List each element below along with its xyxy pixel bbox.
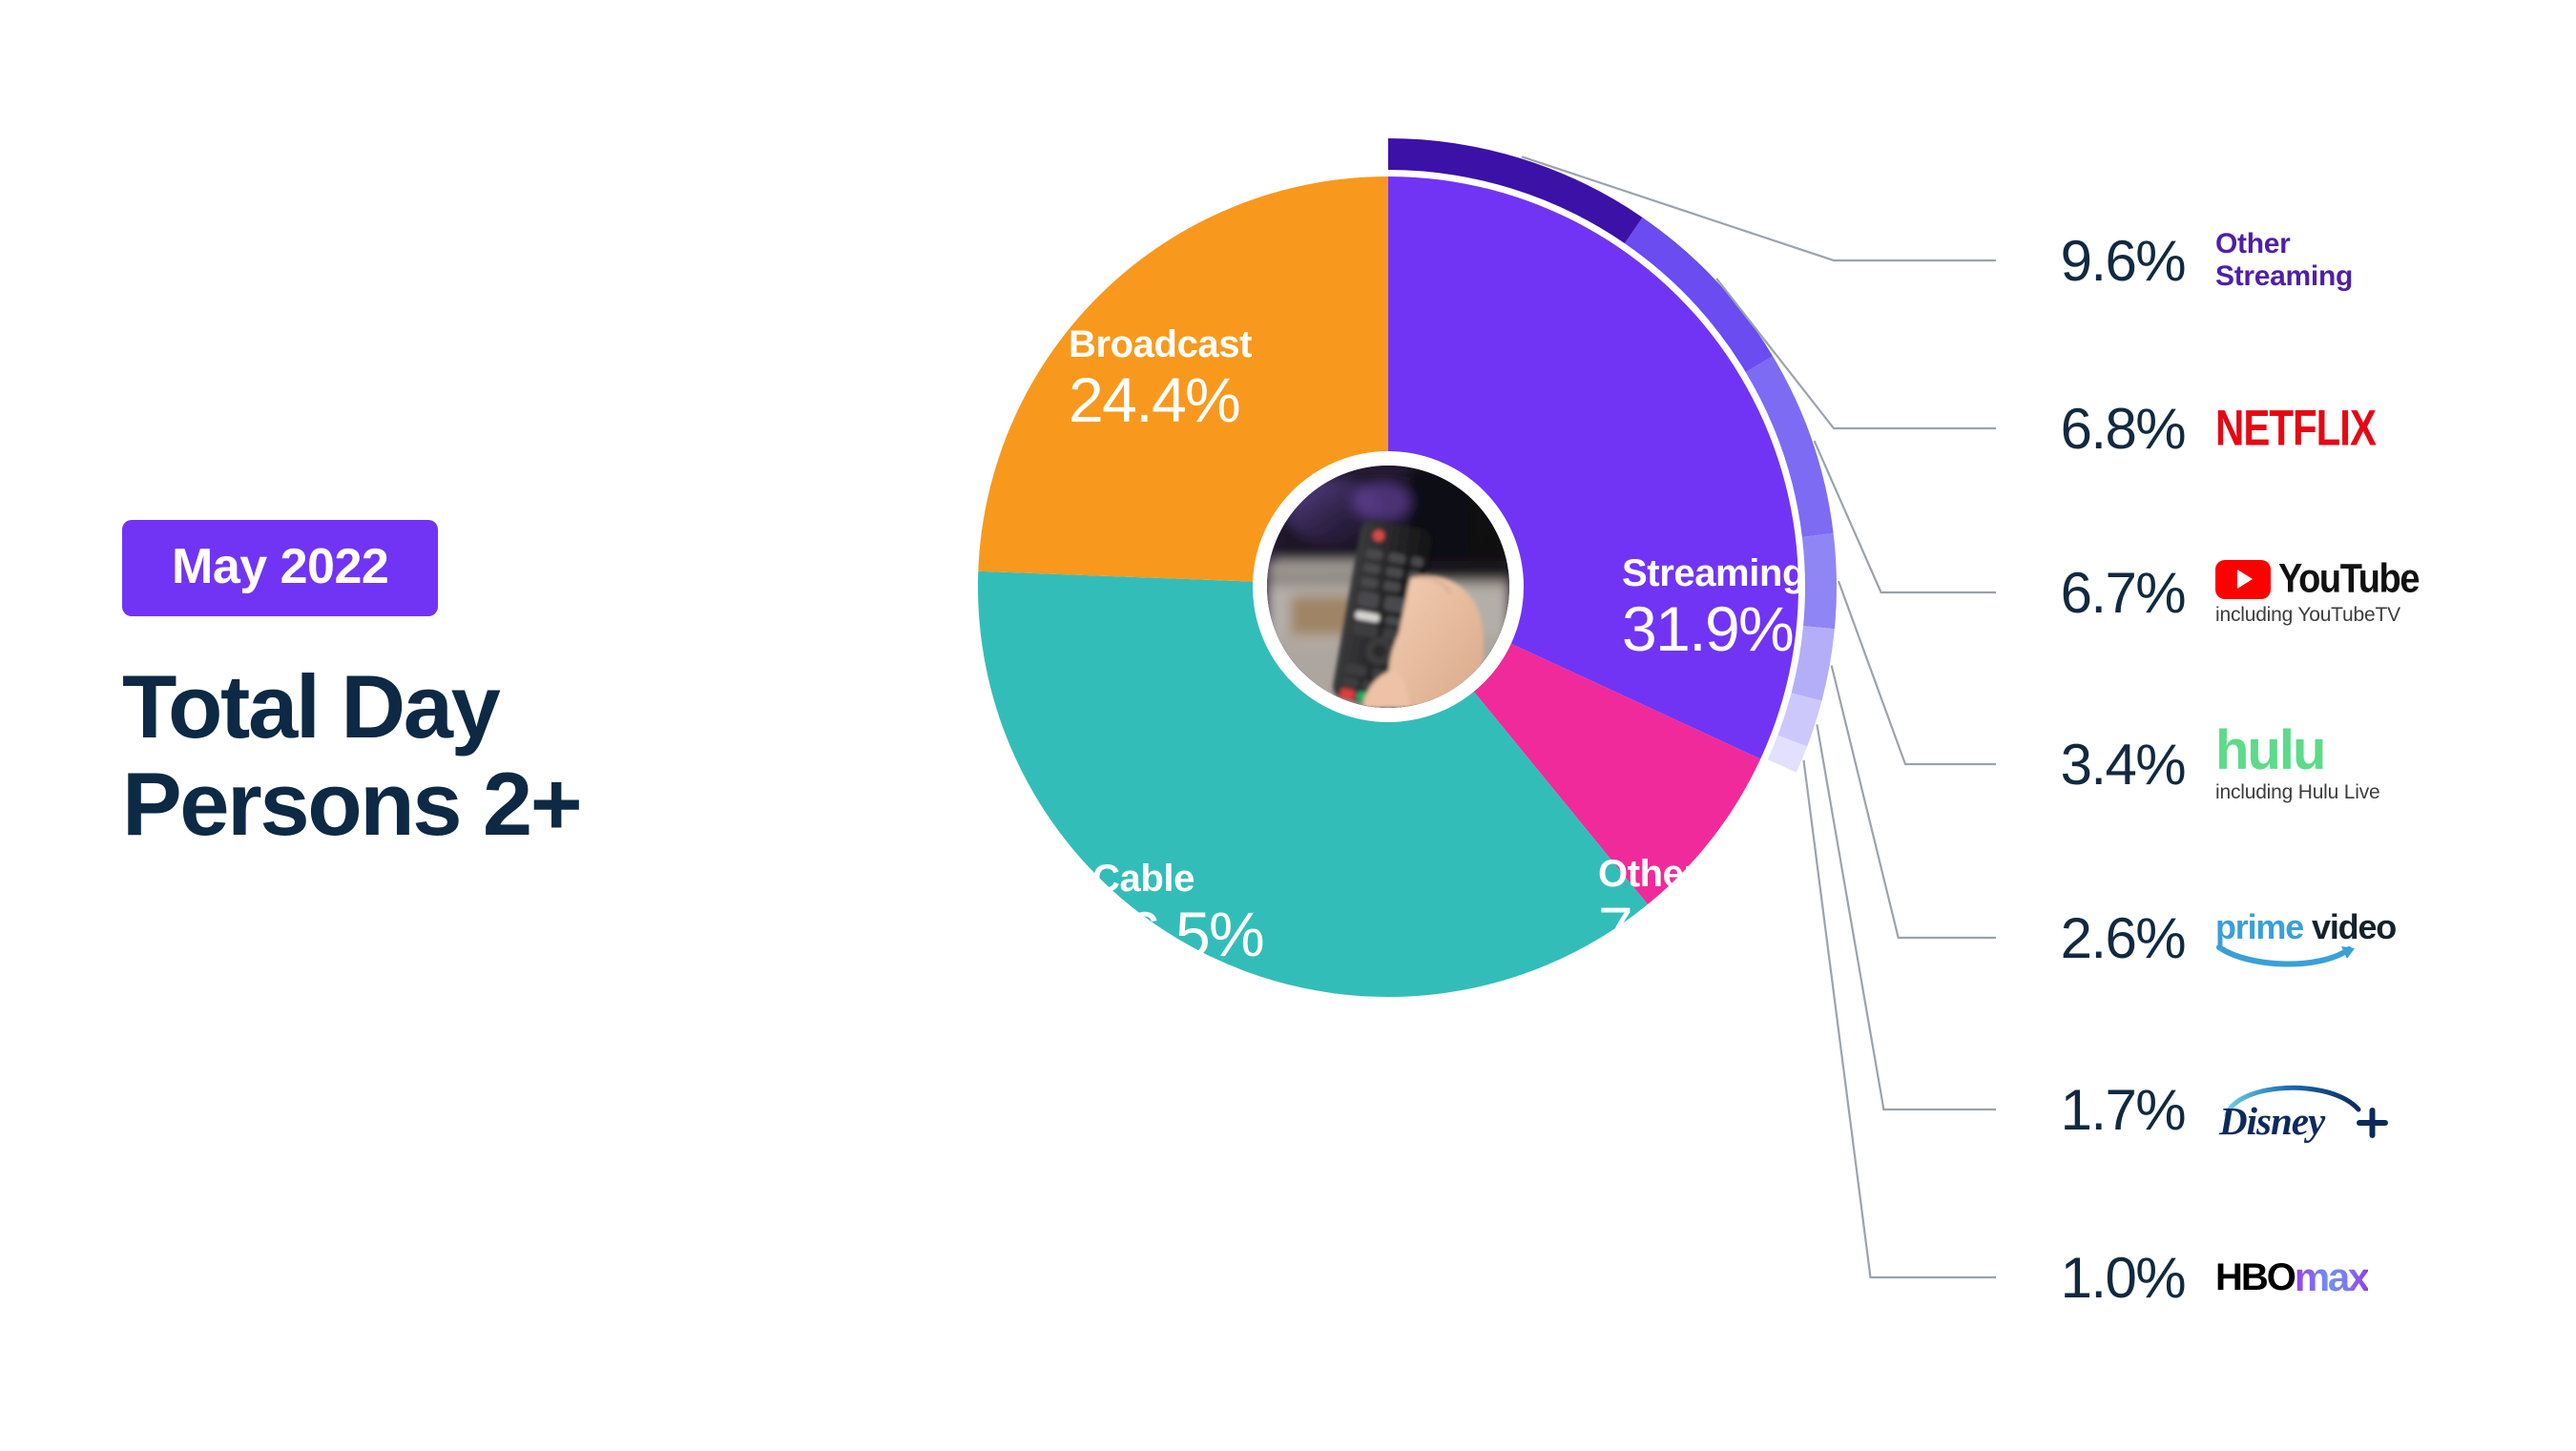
netflix-logo: NETFLIX xyxy=(2215,400,2377,456)
leader-line-1 xyxy=(1715,278,1996,430)
youtube-play-icon xyxy=(2215,559,2271,599)
page-title: Total Day Persons 2+ xyxy=(122,658,809,852)
tv-remote-illustration xyxy=(1267,466,1509,708)
pie-slice-cable[interactable] xyxy=(978,570,1649,997)
ring-segment-4[interactable] xyxy=(1791,626,1835,701)
donut-chart: Broadcast 24.4% Streaming 31.9% Cable 36… xyxy=(782,134,2061,1336)
legend-pct-prime-video: 2.6% xyxy=(2060,905,2187,970)
legend-brand-hulu: hulu including Hulu Live xyxy=(2215,719,2380,803)
streaming-outer-ring xyxy=(1388,138,1837,773)
ring-segment-1[interactable] xyxy=(1624,217,1774,373)
other-streaming-logo: Other Streaming xyxy=(2215,228,2353,292)
svg-text:Disney: Disney xyxy=(2218,1099,2326,1143)
prime-video-logo: prime video xyxy=(2215,907,2397,968)
leader-line-3 xyxy=(1837,580,1996,766)
youtube-wordmark: YouTube xyxy=(2278,555,2420,601)
date-badge: May 2022 xyxy=(122,520,439,616)
leader-line-4 xyxy=(1830,665,1996,940)
legend-pct-netflix: 6.8% xyxy=(2060,396,2187,461)
headline-line-1: Total Day xyxy=(122,656,501,757)
leader-line-0 xyxy=(1521,155,1996,262)
max-wordmark: max xyxy=(2294,1254,2370,1299)
hbo-wordmark: HBO xyxy=(2215,1255,2296,1298)
ring-segment-5[interactable] xyxy=(1777,693,1822,747)
pie-slice-broadcast[interactable] xyxy=(978,176,1388,587)
center-photo-tv-remote xyxy=(1253,451,1524,722)
legend-pct-hbo-max: 1.0% xyxy=(2060,1245,2187,1310)
legend-pct-youtube: 6.7% xyxy=(2060,560,2187,625)
legend-brand-prime-video: prime video xyxy=(2215,907,2397,968)
legend-brand-netflix: NETFLIX xyxy=(2215,400,2377,457)
legend-brand-hbo-max: HBO max xyxy=(2215,1249,2370,1306)
legend-row-other-streaming[interactable]: 9.6% Other Streaming xyxy=(2013,215,2354,306)
legend-row-hulu[interactable]: 3.4% hulu including Hulu Live xyxy=(2013,718,2380,810)
hulu-logo: hulu xyxy=(2215,719,2326,782)
leader-line-2 xyxy=(1813,440,1996,594)
legend-row-disney-plus[interactable]: 1.7% Disney xyxy=(2013,1064,2397,1155)
tv-remote-image xyxy=(1267,466,1509,708)
legend-row-prime-video[interactable]: 2.6% prime video xyxy=(2013,892,2398,984)
other-streaming-line-2: Streaming xyxy=(2215,260,2354,292)
youtube-sublabel: including YouTubeTV xyxy=(2215,603,2400,626)
legend-row-netflix[interactable]: 6.8% NETFLIX xyxy=(2013,383,2377,474)
legend-row-hbo-max[interactable]: 1.0% HBO max xyxy=(2013,1232,2371,1323)
legend-brand-youtube: YouTube including YouTubeTV xyxy=(2215,555,2420,627)
hbo-max-logo: HBO max xyxy=(2215,1254,2370,1300)
leader-line-6 xyxy=(1802,759,1996,1279)
disney-plus-logo: Disney xyxy=(2218,1085,2388,1143)
donut-chart-svg xyxy=(978,138,1996,1279)
left-panel: May 2022 Total Day Persons 2+ xyxy=(122,520,809,852)
youtube-logo: YouTube xyxy=(2215,555,2420,601)
legend-brand-disney-plus: Disney xyxy=(2215,1075,2397,1144)
ring-segment-0[interactable] xyxy=(1388,138,1643,244)
prime-wordmark: prime xyxy=(2215,907,2304,946)
legend-pct-other-streaming: 9.6% xyxy=(2060,228,2187,293)
hulu-sublabel: including Hulu Live xyxy=(2215,780,2380,803)
ring-segment-3[interactable] xyxy=(1801,533,1837,630)
leader-line-5 xyxy=(1816,724,1996,1111)
legend-pct-hulu: 3.4% xyxy=(2060,732,2187,797)
amazon-smile-icon xyxy=(2216,944,2355,967)
legend-pct-disney-plus: 1.7% xyxy=(2060,1077,2187,1142)
legend-brand-other-streaming: Other Streaming xyxy=(2215,228,2353,292)
ring-segment-6[interactable] xyxy=(1767,735,1808,773)
legend-row-youtube[interactable]: 6.7% YouTube including YouTubeTV xyxy=(2013,547,2420,638)
video-wordmark: video xyxy=(2312,907,2397,946)
ring-segment-2[interactable] xyxy=(1745,356,1834,537)
other-streaming-line-1: Other xyxy=(2215,228,2291,260)
headline-line-2: Persons 2+ xyxy=(122,753,583,854)
leader-lines xyxy=(1521,155,1996,1279)
